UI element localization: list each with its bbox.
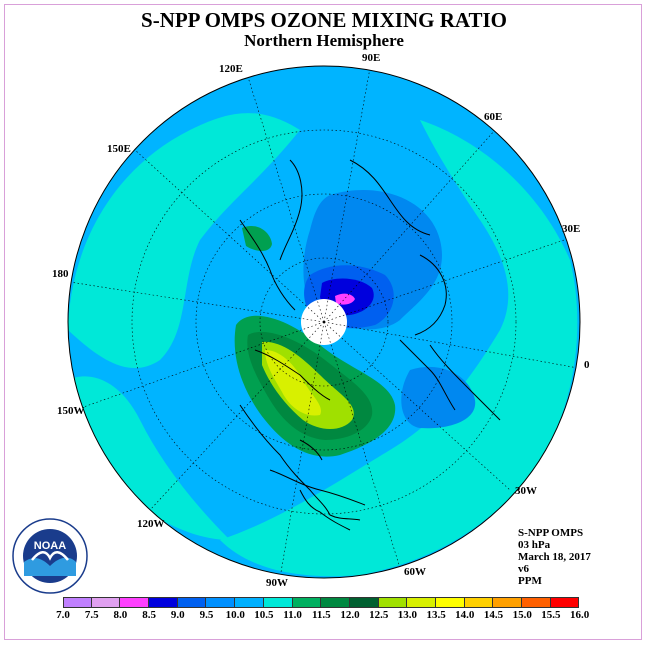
colorbar-tick-label: 13.0	[397, 609, 418, 621]
lon-label-120w: 120W	[137, 518, 165, 530]
colorbar-tick-label: 13.5	[426, 609, 446, 621]
colorbar-segment	[149, 597, 178, 608]
map-subtitle: Northern Hemisphere	[244, 31, 404, 50]
ozone-band-10-5	[68, 113, 300, 369]
colorbar-segment	[493, 597, 522, 608]
ozone-small-max	[242, 225, 272, 251]
lon-label-0: 0	[584, 359, 590, 371]
colorbar-segment	[63, 597, 92, 608]
info-block: S-NPP OMPS 03 hPa March 18, 2017 v6 PPM	[518, 527, 591, 587]
colorbar-tick-label: 12.5	[369, 609, 389, 621]
colorbar-tick-label: 7.5	[84, 609, 99, 621]
colorbar-tick-label: 11.0	[283, 609, 302, 621]
coastlines	[239, 159, 501, 531]
colorbar-segment	[435, 597, 465, 608]
colorbar-tick-label: 9.0	[170, 609, 185, 621]
colorbar-tick-label: 14.5	[483, 609, 504, 621]
colorbar-segment	[550, 597, 580, 608]
colorbar-segment	[235, 597, 264, 608]
colorbar	[63, 597, 580, 608]
noaa-logo: NOAA	[12, 518, 88, 594]
lon-label-60w: 60W	[404, 566, 426, 578]
lon-label-60e: 60E	[484, 111, 503, 123]
info-version: v6	[518, 563, 529, 575]
lon-label-150w: 150W	[57, 405, 85, 417]
lon-label-150e: 150E	[107, 143, 131, 155]
colorbar-tick-label: 8.0	[113, 609, 128, 621]
colorbar-tick-label: 11.5	[311, 609, 331, 621]
info-date: March 18, 2017	[518, 551, 591, 563]
ozone-band-10-5-east	[220, 120, 578, 577]
lon-label-180: 180	[52, 268, 69, 280]
colorbar-tick-label: 15.0	[512, 609, 532, 621]
colorbar-segment	[177, 597, 207, 608]
colorbar-segment	[120, 597, 150, 608]
colorbar-segment	[349, 597, 379, 608]
noaa-logo-text: NOAA	[34, 540, 66, 552]
colorbar-tick-label: 15.5	[541, 609, 561, 621]
lon-label-30w: 30W	[515, 485, 537, 497]
colorbar-tick-label: 10.5	[254, 609, 274, 621]
ozone-low-9-5-b	[401, 366, 476, 429]
ozone-min	[335, 293, 355, 305]
ozone-max-12-5	[265, 350, 321, 416]
colorbar-tick-label: 8.5	[142, 609, 156, 621]
colorbar-segment	[206, 597, 236, 608]
colorbar-ticks: 7.0 7.5 8.0 8.5 9.0 9.5 10.0 10.5 11.0 11.5 12.0 12…	[0, 609, 648, 625]
info-instrument: S-NPP OMPS	[518, 527, 584, 539]
info-units: PPM	[518, 575, 542, 587]
ozone-band-10-5-west	[68, 376, 230, 540]
colorbar-segment	[263, 597, 293, 608]
map-boundary	[67, 65, 581, 579]
map-title: S-NPP OMPS OZONE MIXING RATIO	[141, 8, 507, 32]
colorbar-tick-label: 9.5	[199, 609, 214, 621]
colorbar-segment	[378, 597, 408, 608]
colorbar-tick-label: 10.0	[225, 609, 245, 621]
graticule	[69, 67, 579, 578]
colorbar-segment	[522, 597, 551, 608]
colorbar-tick-label: 16.0	[569, 609, 590, 621]
colorbar-tick-label: 14.0	[455, 609, 475, 621]
lon-label-120e: 120E	[219, 63, 243, 75]
colorbar-segment	[91, 597, 121, 608]
colorbar-tick-label: 7.0	[56, 609, 70, 621]
info-level: 03 hPa	[518, 539, 551, 551]
colorbar-segment	[464, 597, 494, 608]
lon-label-90w: 90W	[266, 577, 288, 589]
lon-label-90e: 90E	[362, 52, 381, 64]
colorbar-segment	[321, 597, 350, 608]
colorbar-segment	[292, 597, 322, 608]
lon-label-30e: 30E	[562, 223, 581, 235]
figure-frame	[4, 4, 642, 640]
colorbar-tick-label: 12.0	[340, 609, 360, 621]
colorbar-segment	[407, 597, 436, 608]
